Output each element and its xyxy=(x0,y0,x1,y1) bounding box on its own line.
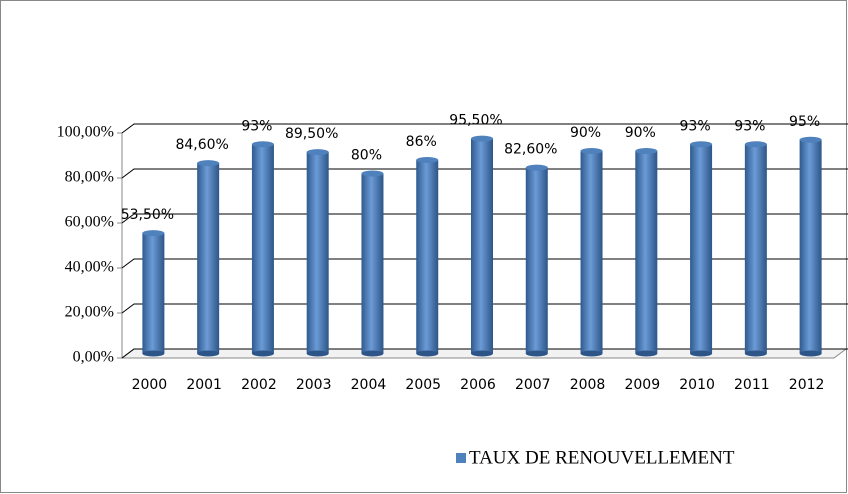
x-tick-label: 2004 xyxy=(351,377,387,393)
grid-line xyxy=(121,168,848,179)
value-label: 93% xyxy=(734,118,765,134)
bar-base xyxy=(799,350,822,357)
bar-base xyxy=(251,350,274,357)
x-tick-label: 2009 xyxy=(624,377,660,393)
bar-base xyxy=(744,350,767,357)
bar-cap xyxy=(525,164,548,171)
x-tick-label: 2000 xyxy=(132,377,168,393)
bar xyxy=(142,233,165,354)
bar-base xyxy=(580,350,603,357)
bar-base xyxy=(361,350,384,357)
value-label: 86% xyxy=(406,134,437,150)
value-label: 95% xyxy=(789,114,820,130)
value-label: 93% xyxy=(241,118,272,134)
x-tick-label: 2003 xyxy=(296,377,332,393)
x-tick-label: 2008 xyxy=(570,377,606,393)
x-tick-label: 2006 xyxy=(460,377,496,393)
grid-line xyxy=(121,348,848,359)
bar xyxy=(744,144,767,354)
legend-label: TAUX DE RENOUVELLEMENT xyxy=(469,447,735,468)
bar xyxy=(251,144,274,354)
bar-base xyxy=(525,350,548,357)
grid-line xyxy=(121,123,848,134)
x-tick-label: 2007 xyxy=(515,377,551,393)
bar-cap xyxy=(416,157,439,163)
y-tick-label: 60,00% xyxy=(65,214,114,231)
value-label: 90% xyxy=(570,125,601,141)
bar-cap xyxy=(197,160,220,167)
bar xyxy=(471,138,493,354)
value-label: 90% xyxy=(625,125,656,141)
x-tick-label: 2011 xyxy=(734,377,770,393)
bar xyxy=(361,173,384,354)
x-tick-label: 2010 xyxy=(679,377,715,393)
bar-cap xyxy=(361,170,384,177)
bar xyxy=(799,139,822,354)
bar-base xyxy=(690,350,713,357)
bar-cap xyxy=(251,141,274,148)
bar xyxy=(416,160,439,354)
grid-line xyxy=(121,258,848,269)
y-tick-label: 0,00% xyxy=(73,349,114,366)
bar-cap xyxy=(690,141,713,148)
bar-cap xyxy=(471,135,493,142)
x-tick-label: 2001 xyxy=(186,377,222,393)
value-label: 53,50% xyxy=(121,207,174,223)
bar-base xyxy=(471,350,493,357)
bar-base xyxy=(635,350,658,357)
bar xyxy=(306,152,329,354)
bar xyxy=(197,163,220,354)
y-tick-label: 100,00% xyxy=(57,124,114,141)
y-tick-label: 20,00% xyxy=(65,304,114,321)
bar-base xyxy=(142,350,165,357)
bar-base xyxy=(197,350,220,357)
x-tick-label: 2012 xyxy=(789,377,825,393)
bar-cap xyxy=(744,141,767,148)
grid-line xyxy=(121,213,848,224)
legend-swatch xyxy=(456,453,466,463)
x-tick-label: 2005 xyxy=(405,377,441,393)
bar-base xyxy=(416,350,439,357)
y-tick-label: 80,00% xyxy=(65,169,114,186)
x-tick-label: 2002 xyxy=(241,377,277,393)
bar-cap xyxy=(142,230,165,237)
bar-base xyxy=(306,350,329,357)
bar xyxy=(635,151,658,354)
bar xyxy=(690,144,713,354)
value-label: 84,60% xyxy=(175,137,228,153)
value-label: 82,60% xyxy=(504,142,557,158)
grid-line xyxy=(121,303,848,314)
value-label: 95,50% xyxy=(449,113,502,129)
bar-cap xyxy=(799,136,822,143)
y-tick-label: 40,00% xyxy=(65,259,114,276)
bar xyxy=(525,167,548,354)
bar-cap xyxy=(635,148,658,154)
bar-cap xyxy=(306,149,329,156)
bar-cap xyxy=(580,148,603,154)
value-label: 93% xyxy=(680,118,711,134)
value-label: 89,50% xyxy=(285,126,338,142)
bar xyxy=(580,151,603,354)
value-label: 80% xyxy=(351,148,382,164)
